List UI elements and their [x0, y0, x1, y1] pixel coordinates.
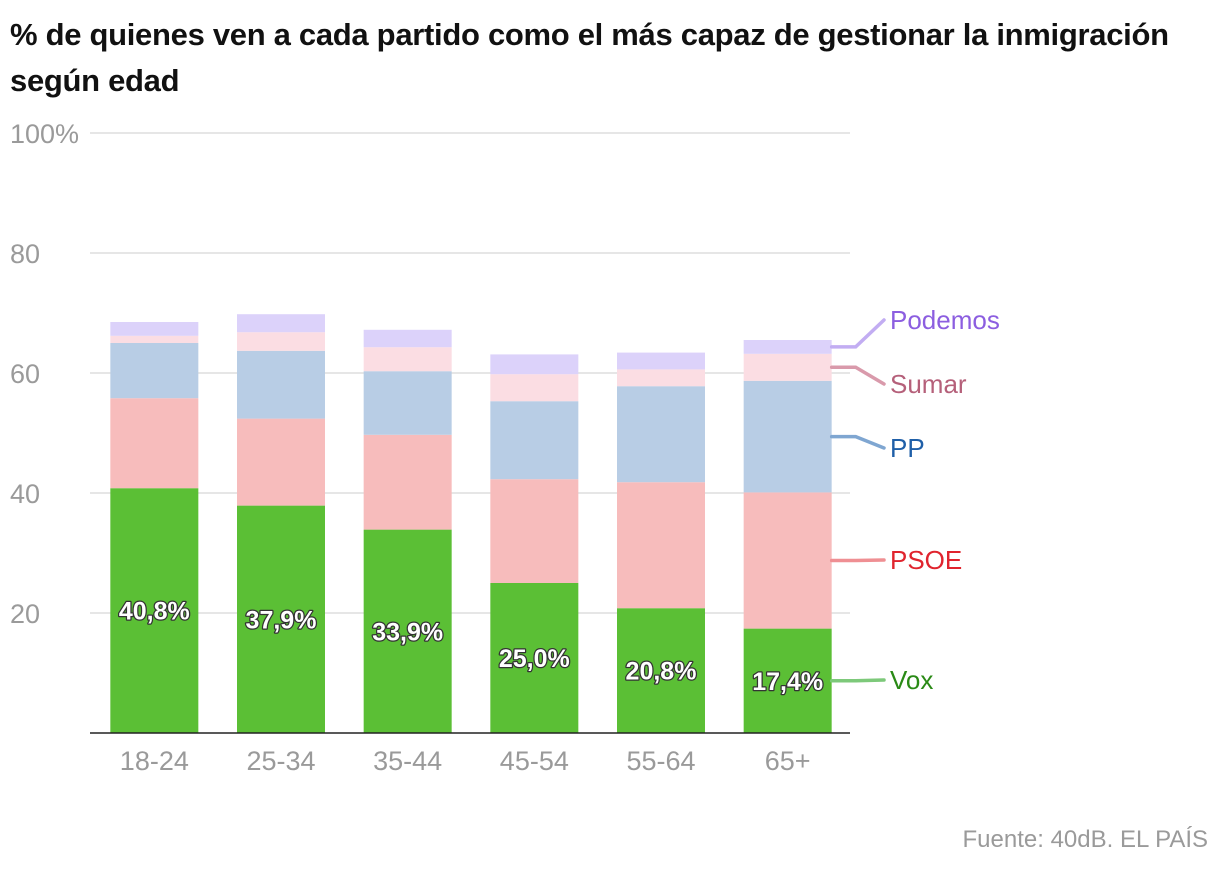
bar-segment-pp [490, 401, 579, 480]
legend-connector [829, 365, 886, 386]
bar-segment-podemos [363, 329, 452, 348]
y-tick-label: 60 [10, 359, 40, 389]
legend-label-psoe: PSOE [890, 545, 962, 575]
legend: Vox PSOE PP Sumar Podemos [829, 305, 1000, 695]
x-tick-label: 65+ [765, 746, 811, 776]
x-tick-label: 18-24 [120, 746, 189, 776]
bar-segment-sumar [743, 353, 832, 381]
value-labels: 40,8% 37,9% 33,9% 25,0% 20,8% 17,4% [118, 596, 825, 697]
value-label: 25,0% [499, 645, 570, 673]
bar-segment-psoe [617, 482, 705, 609]
bar-segment-vox [237, 505, 325, 733]
value-label: 37,9% [246, 606, 317, 634]
bar-segment-pp [743, 380, 832, 493]
y-tick-label: 40 [10, 479, 40, 509]
bar-segment-podemos [743, 340, 832, 354]
bar-segment-sumar [110, 335, 199, 343]
x-tick-label: 25-34 [246, 746, 315, 776]
legend-label-sumar: Sumar [890, 369, 967, 399]
bar-segment-pp [237, 350, 325, 419]
bar-segment-sumar [617, 369, 705, 387]
x-tick-label: 35-44 [373, 746, 442, 776]
legend-label-vox: Vox [890, 665, 933, 695]
legend-connector [829, 678, 886, 683]
bar-segment-podemos [110, 322, 199, 336]
bar-segment-sumar [237, 332, 325, 351]
bar-segment-pp [363, 371, 452, 435]
y-tick-label: 100% [10, 119, 79, 149]
gridlines: 20 40 60 80 100% [10, 119, 850, 629]
x-tick-label: 55-64 [626, 746, 695, 776]
value-label: 17,4% [752, 668, 823, 696]
bar-segment-psoe [363, 434, 452, 530]
chart-title: % de quienes ven a cada partido como el … [10, 17, 1169, 98]
bar-segment-podemos [617, 352, 705, 370]
y-tick-label: 20 [10, 599, 40, 629]
legend-label-pp: PP [890, 433, 925, 463]
bar-segment-psoe [490, 479, 579, 583]
bar-segment-podemos [237, 314, 325, 333]
bar-segment-psoe [743, 492, 832, 629]
x-axis: 18-24 25-34 35-44 45-54 55-64 65+ [90, 732, 850, 776]
bar-segment-vox [110, 488, 199, 733]
bar-segment-vox [490, 583, 579, 733]
source-note: Fuente: 40dB. EL PAÍS [962, 826, 1208, 853]
y-tick-label: 80 [10, 239, 40, 269]
value-label: 20,8% [626, 658, 697, 686]
bar-segment-vox [743, 628, 832, 733]
bar-segment-vox [617, 608, 705, 733]
bar-segment-pp [110, 343, 199, 399]
value-label: 40,8% [119, 598, 190, 626]
bar-segment-pp [617, 386, 705, 483]
legend-connector [829, 318, 886, 349]
bars [110, 314, 832, 733]
bar-segment-podemos [490, 354, 579, 375]
value-label: 33,9% [372, 618, 443, 646]
bar-segment-vox [363, 529, 452, 733]
legend-connector [829, 434, 886, 450]
bar-segment-sumar [490, 374, 579, 402]
bar-segment-psoe [237, 418, 325, 506]
bar-segment-psoe [110, 398, 199, 489]
legend-label-podemos: Podemos [890, 305, 1000, 335]
bar-segment-sumar [363, 347, 452, 372]
legend-connector [829, 558, 886, 563]
x-tick-label: 45-54 [500, 746, 569, 776]
